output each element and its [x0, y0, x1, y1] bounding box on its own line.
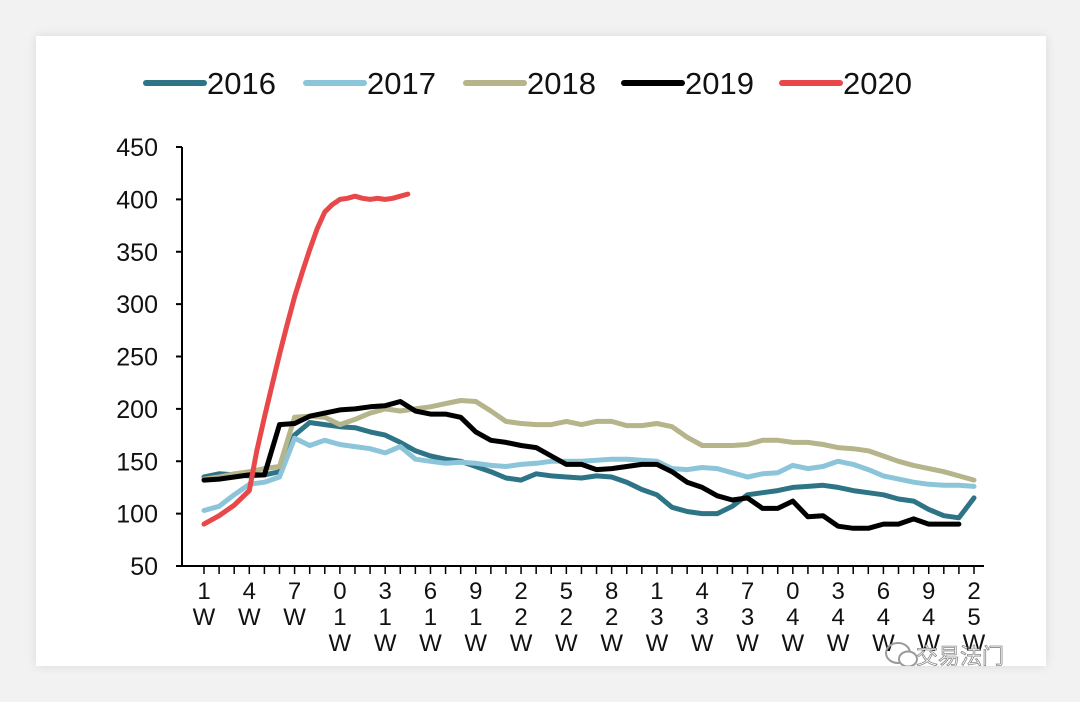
series-line-2017: [201, 435, 977, 513]
legend-item-2018: 2018: [463, 66, 596, 101]
series-line-2018: [201, 398, 977, 483]
y-tick-label: 350: [116, 239, 158, 267]
series-line-2016: [201, 420, 977, 521]
series-lines: [201, 191, 977, 531]
legend-item-2019: 2019: [621, 66, 754, 101]
chart-card: 2016 2017 2018 2019 2020 50 100 150 200 250 300 35…: [36, 36, 1046, 666]
wechat-icon: [885, 642, 918, 666]
legend-item-2016: 2016: [143, 66, 276, 101]
series-line-2019: [201, 399, 962, 531]
legend-label: 2020: [843, 66, 912, 101]
y-tick-label: 200: [116, 396, 158, 424]
line-chart: 2016 2017 2018 2019 2020 50 100 150 200 250 300 35…: [116, 66, 1004, 666]
y-tick-label: 400: [116, 186, 158, 214]
y-tick-label: 100: [116, 501, 158, 529]
legend-label: 2019: [685, 66, 754, 101]
legend-item-2020: 2020: [779, 66, 912, 101]
y-tick-label: 450: [116, 134, 158, 162]
x-axis: 1 W 4 W 7 W 0 1 W 3 1 W 6 1 W 9 1 W 2 2 W 5 2 W 8 2 W 1 3 W 4 3 W 7 3 W 0 4 W 3…: [182, 565, 986, 657]
watermark: 交易法门: [885, 642, 1004, 666]
y-tick-label: 50: [130, 553, 158, 581]
legend: 2016 2017 2018 2019 2020: [143, 66, 912, 101]
y-tick-label: 300: [116, 291, 158, 319]
legend-label: 2018: [527, 66, 596, 101]
legend-label: 2016: [207, 66, 276, 101]
y-tick-label: 150: [116, 448, 158, 476]
y-tick-label: 250: [116, 344, 158, 372]
legend-item-2017: 2017: [303, 66, 436, 101]
y-axis: 50 100 150 200 250 300 350 400 450: [116, 134, 183, 581]
legend-label: 2017: [367, 66, 436, 101]
watermark-text: 交易法门: [916, 644, 1004, 666]
series-line-2020: [201, 191, 411, 527]
